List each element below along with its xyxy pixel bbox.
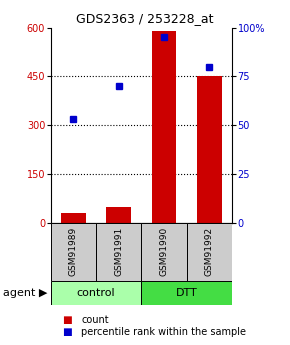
FancyBboxPatch shape <box>142 281 232 305</box>
Text: control: control <box>77 288 115 298</box>
FancyBboxPatch shape <box>142 223 187 281</box>
Bar <box>152 31 177 223</box>
Bar <box>197 76 222 223</box>
Text: GSM91992: GSM91992 <box>205 227 214 276</box>
Text: GSM91990: GSM91990 <box>160 227 168 276</box>
Text: percentile rank within the sample: percentile rank within the sample <box>81 327 246 337</box>
FancyBboxPatch shape <box>96 223 142 281</box>
Text: GSM91989: GSM91989 <box>69 227 78 276</box>
Text: count: count <box>81 315 109 325</box>
FancyBboxPatch shape <box>51 223 96 281</box>
FancyBboxPatch shape <box>187 223 232 281</box>
Bar <box>106 207 131 223</box>
Text: ■: ■ <box>62 327 72 337</box>
Text: ■: ■ <box>62 315 72 325</box>
Text: DTT: DTT <box>176 288 197 298</box>
Bar <box>61 214 86 223</box>
Text: GDS2363 / 253228_at: GDS2363 / 253228_at <box>76 12 214 25</box>
Text: GSM91991: GSM91991 <box>114 227 123 276</box>
Text: agent ▶: agent ▶ <box>3 288 47 298</box>
FancyBboxPatch shape <box>51 281 142 305</box>
